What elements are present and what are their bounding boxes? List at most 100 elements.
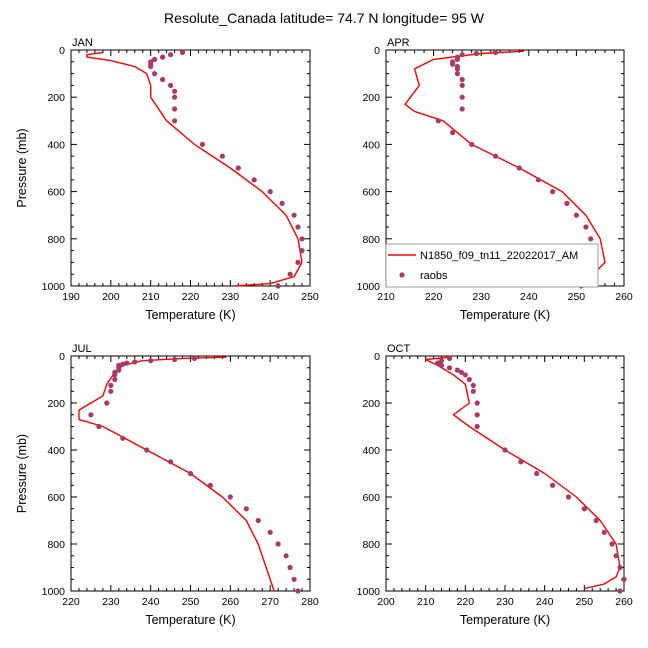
raobs-point <box>474 423 480 430</box>
raobs-point <box>534 470 540 477</box>
x-tick-label: 240 <box>261 291 279 303</box>
raobs-point <box>454 71 460 77</box>
raobs-point <box>152 71 158 77</box>
x-tick-label: 230 <box>102 596 120 608</box>
y-tick-label: 400 <box>362 445 380 457</box>
raobs-point <box>459 106 465 112</box>
raobs-point <box>168 52 174 58</box>
raobs-point <box>565 494 572 500</box>
panel-title: JAN <box>72 37 93 49</box>
raobs-point <box>267 189 273 195</box>
x-tick-label: 200 <box>102 291 120 303</box>
y-tick-label: 1000 <box>42 586 66 598</box>
raobs-point <box>518 459 524 465</box>
raobs-point <box>299 248 305 254</box>
y-tick-label: 600 <box>47 492 65 504</box>
panel-oct: 200 210 220 230 240 250 260 0 200 400 600 800 1000 OC… <box>357 343 633 627</box>
raobs-point <box>251 177 257 183</box>
y-tick-label: 0 <box>374 351 380 363</box>
panel-title: OCT <box>387 343 411 355</box>
raobs-point <box>550 482 556 488</box>
raobs-point <box>450 61 456 67</box>
raobs-point <box>492 153 499 159</box>
raobs-point <box>219 153 225 159</box>
raobs-point <box>96 423 102 430</box>
raobs-point <box>573 212 580 218</box>
raobs-point <box>287 271 293 277</box>
panel-jul: 220 230 240 250 260 270 280 0 200 400 600 800 1000 JU… <box>15 343 319 627</box>
raobs-point <box>609 541 615 547</box>
y-tick-label: 800 <box>47 234 65 246</box>
y-tick-label: 800 <box>362 234 380 246</box>
x-tick-label: 190 <box>62 291 80 303</box>
y-tick-label: 600 <box>47 187 65 199</box>
raobs-point <box>207 482 213 488</box>
raobs-point <box>593 517 599 524</box>
raobs-point <box>120 435 126 441</box>
raobs-point <box>474 412 480 418</box>
raobs-point <box>564 200 570 206</box>
raobs-point <box>172 88 178 94</box>
raobs-point <box>160 54 166 60</box>
raobs-point <box>152 56 158 63</box>
y-tick-label: 200 <box>362 398 380 410</box>
raobs-point <box>148 63 154 70</box>
raobs-point <box>601 529 607 535</box>
raobs-point <box>132 359 138 365</box>
y-tick-label: 400 <box>47 445 65 457</box>
x-tick-label: 260 <box>615 596 633 608</box>
raobs-point <box>124 360 130 366</box>
y-tick-label: 1000 <box>42 281 66 293</box>
x-tick-label: 280 <box>301 596 319 608</box>
x-tick-label: 230 <box>472 291 490 303</box>
raobs-point <box>187 470 194 477</box>
raobs-point <box>104 400 110 406</box>
panel-apr: 210 220 230 240 250 260 0 200 400 600 800 1000 APR Te… <box>357 37 633 322</box>
x-tick-label: 210 <box>142 291 160 303</box>
y-tick-label: 800 <box>47 539 65 551</box>
raobs-point <box>466 376 472 383</box>
raobs-point <box>168 82 174 88</box>
raobs-point <box>295 259 301 265</box>
raobs-point <box>474 400 480 406</box>
raobs-point <box>120 361 126 367</box>
y-tick-label: 0 <box>59 45 65 57</box>
raobs-point <box>235 165 241 171</box>
legend-obs-label: raobs <box>420 270 448 282</box>
raobs-point <box>535 177 541 183</box>
raobs-point <box>581 506 587 512</box>
y-tick-label: 600 <box>362 492 380 504</box>
x-tick-label: 250 <box>576 596 594 608</box>
y-axis-label: Pressure (mb) <box>15 434 29 513</box>
model-profile-line <box>404 50 606 285</box>
raobs-point <box>88 412 94 418</box>
raobs-point <box>291 212 297 218</box>
panel-jan: 190 200 210 220 230 240 250 0 200 400 600 800 1000 JA… <box>15 37 319 322</box>
raobs-point <box>160 76 166 83</box>
raobs-point <box>275 541 281 547</box>
raobs-point <box>295 588 301 594</box>
x-tick-label: 200 <box>377 596 395 608</box>
raobs-point <box>275 283 281 289</box>
raobs-point <box>295 224 301 230</box>
raobs-point <box>459 52 465 58</box>
x-tick-label: 220 <box>425 291 443 303</box>
raobs-point <box>116 367 122 373</box>
raobs-point <box>469 141 475 147</box>
x-tick-label: 260 <box>615 291 633 303</box>
raobs-point <box>435 360 441 366</box>
raobs-point <box>179 49 186 56</box>
raobs-point <box>243 506 249 512</box>
raobs-point <box>492 49 499 56</box>
x-tick-label: 220 <box>457 596 475 608</box>
raobs-point <box>454 66 460 72</box>
x-axis-label: Temperature (K) <box>460 308 550 322</box>
raobs-point <box>191 355 198 361</box>
raobs-point <box>446 365 453 371</box>
raobs-point <box>473 50 479 57</box>
x-tick-label: 240 <box>536 596 554 608</box>
raobs-point <box>446 355 453 361</box>
legend-model-label: N1850_f09_tn11_22022017_AM <box>420 250 578 262</box>
x-tick-label: 210 <box>377 291 395 303</box>
raobs-point <box>458 369 464 375</box>
